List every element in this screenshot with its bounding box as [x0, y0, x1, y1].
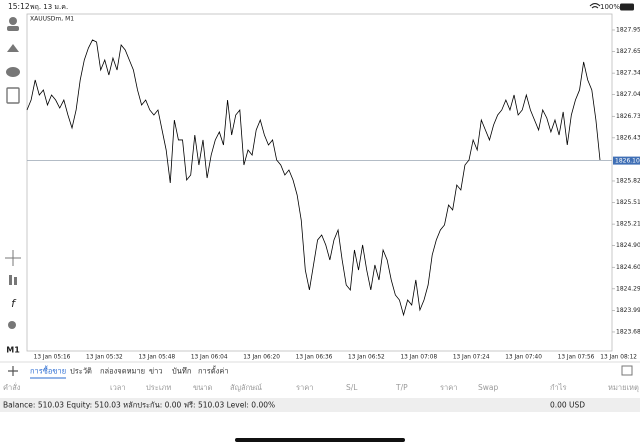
x-tick-label: 13 Jan 05:48 — [138, 355, 175, 361]
trade-icon[interactable] — [7, 44, 19, 52]
y-tick-label: 1826.430 — [616, 134, 640, 141]
status-time: 15:12 — [8, 2, 30, 11]
x-tick-label: 13 Jan 06:04 — [191, 355, 228, 361]
y-tick-label: 1824.295 — [616, 285, 640, 292]
crosshair-icon[interactable] — [5, 250, 21, 266]
y-tick-label: 1826.735 — [616, 113, 640, 120]
function-icon[interactable]: f — [11, 297, 17, 310]
y-tick-label: 1825.820 — [616, 177, 640, 184]
column-header: T/P — [395, 383, 408, 392]
wifi-icon — [589, 2, 601, 9]
column-header: เวลา — [110, 383, 126, 392]
sidebar: f — [5, 17, 21, 329]
currency: USD — [569, 401, 585, 410]
column-header: ราคา — [440, 383, 457, 392]
column-header: Swap — [478, 383, 498, 392]
x-tick-label: 13 Jan 07:08 — [400, 355, 437, 361]
timeframe-button[interactable]: M1 — [6, 346, 20, 355]
x-tick-label: 13 Jan 07:56 — [558, 355, 595, 361]
y-tick-label: 1825.210 — [616, 221, 640, 228]
toolbox-tab[interactable]: บันทึก — [172, 367, 191, 376]
status-battery: 100% — [600, 3, 620, 11]
column-header: S/L — [346, 383, 358, 392]
y-tick-label: 1825.515 — [616, 199, 640, 206]
x-tick-label: 13 Jan 06:36 — [296, 355, 333, 361]
x-tick-label: 13 Jan 06:20 — [243, 355, 280, 361]
account-summary: Balance: 510.03 Equity: 510.03 หลักประกั… — [3, 401, 275, 410]
x-tick-label: 13 Jan 05:16 — [34, 355, 71, 361]
y-tick-label: 1823.990 — [616, 307, 640, 314]
toolbox-tab[interactable]: ประวัติ — [70, 367, 92, 376]
toolbox-tab[interactable]: การซื้อขาย — [30, 366, 66, 376]
new-chart-icon[interactable] — [6, 87, 20, 104]
x-tick-label: 13 Jan 08:12 — [600, 355, 637, 361]
summary-bar — [0, 398, 640, 412]
x-tick-label: 13 Jan 06:52 — [348, 355, 385, 361]
toolbox-tab[interactable]: ข่าว — [149, 367, 163, 376]
x-tick-label: 13 Jan 07:40 — [505, 355, 542, 361]
chat-icon[interactable] — [6, 67, 20, 77]
y-tick-label: 1824.905 — [616, 242, 640, 249]
account-icon-body — [7, 26, 19, 31]
column-header: ขนาด — [193, 383, 212, 392]
account-icon[interactable] — [9, 17, 17, 25]
y-tick-label: 1827.345 — [616, 70, 640, 77]
toolbox-tab[interactable]: การตั้งค่า — [198, 366, 229, 376]
chart-frame — [26, 13, 613, 352]
total-profit: 0.00 — [550, 401, 567, 410]
toolbox-tab[interactable]: กล่องจดหมาย — [100, 367, 145, 376]
current-price-label: 1826.108 — [615, 157, 640, 164]
column-header: ราคา — [296, 383, 313, 392]
column-header: ประเภท — [146, 383, 171, 392]
indicators-icon[interactable] — [9, 275, 12, 285]
battery-icon — [620, 3, 634, 11]
status-date: พฤ. 13 ม.ค. — [30, 3, 68, 11]
indicators-icon-bar — [14, 277, 17, 285]
y-tick-label: 1827.650 — [616, 48, 640, 55]
x-tick-label: 13 Jan 07:24 — [453, 355, 490, 361]
x-tick-label: 13 Jan 05:32 — [86, 355, 123, 361]
current-price-box — [613, 156, 640, 165]
y-tick-label: 1827.040 — [616, 91, 640, 98]
toolbox-menu-icon[interactable] — [621, 365, 633, 376]
y-tick-label: 1824.600 — [616, 264, 640, 271]
column-header: กำไร — [550, 383, 567, 392]
objects-icon[interactable] — [8, 321, 16, 329]
y-tick-label: 1823.685 — [616, 328, 640, 335]
price-line — [26, 39, 601, 317]
y-tick-label: 1827.955 — [616, 26, 640, 33]
home-indicator — [235, 438, 405, 442]
column-header: คำสั่ง — [3, 382, 21, 392]
column-header: สัญลักษณ์ — [230, 383, 262, 392]
chart-title: XAUUSDm, M1 — [30, 16, 74, 23]
column-header: หมายเหตุ — [608, 383, 639, 392]
add-button[interactable] — [8, 366, 18, 376]
